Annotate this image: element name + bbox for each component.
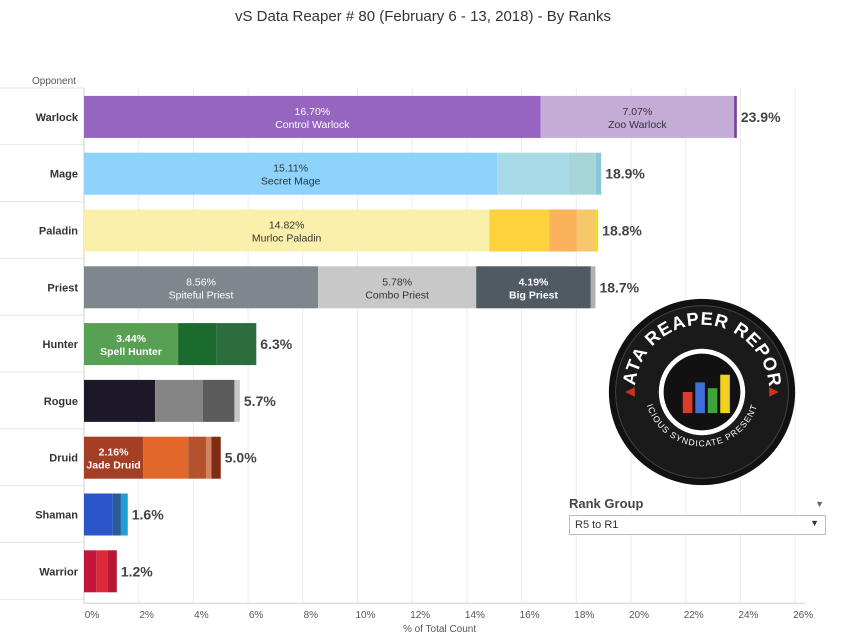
- total-label: 1.2%: [121, 563, 153, 579]
- data-label-archetype: Spell Hunter: [100, 346, 162, 358]
- data-label-percent: 2.16%: [99, 447, 129, 459]
- bar-segment: [155, 379, 203, 422]
- bar-segment: [211, 436, 221, 479]
- row-label: Hunter: [43, 339, 79, 351]
- data-label-percent: 8.56%: [186, 276, 216, 288]
- data-reaper-report-logo: DATA REAPER REPORT VICIOUS SYNDICATE PRE…: [606, 296, 796, 486]
- data-label-archetype: Secret Mage: [261, 176, 321, 188]
- bar-segment: [734, 95, 737, 138]
- bar-segment: [568, 152, 596, 195]
- bar-segment: [84, 209, 490, 252]
- x-tick-label: 4%: [194, 610, 209, 621]
- x-tick-label: 18%: [574, 610, 594, 621]
- bar-segment: [576, 209, 596, 252]
- row-labels: Opponent Warlock Mage Paladin Priest Hunter Ro…: [32, 76, 79, 578]
- x-tick-label: 20%: [629, 610, 649, 621]
- bar-segment: [84, 550, 97, 593]
- bar-segment: [540, 95, 735, 138]
- bar-segment: [120, 493, 128, 536]
- bar-segment: [84, 266, 319, 309]
- x-tick-label: 8%: [304, 610, 319, 621]
- row-label: Paladin: [39, 226, 78, 238]
- x-tick-label: 6%: [249, 610, 264, 621]
- data-label-percent: 4.19%: [519, 276, 549, 288]
- bar-segment: [112, 493, 121, 536]
- bar-segment: [84, 379, 156, 422]
- bar-segment: [96, 550, 108, 593]
- data-label-percent: 14.82%: [269, 220, 305, 232]
- total-label: 18.9%: [605, 166, 645, 182]
- total-label: 18.7%: [599, 279, 639, 295]
- row-label: Warlock: [36, 112, 79, 124]
- bar-segment: [595, 209, 599, 252]
- bar-segment: [318, 266, 477, 309]
- row-label: Druid: [49, 453, 78, 465]
- chevron-down-icon[interactable]: ▼: [810, 518, 819, 528]
- x-tick-label: 10%: [355, 610, 375, 621]
- total-label: 5.7%: [244, 393, 276, 409]
- x-tick-label: 2%: [139, 610, 154, 621]
- data-label-archetype: Combo Priest: [365, 289, 429, 301]
- bar-segment: [84, 323, 179, 366]
- rank-group-menu-icon[interactable]: ▼: [815, 499, 824, 509]
- x-tick-label: 22%: [684, 610, 704, 621]
- data-label-archetype: Jade Druid: [86, 460, 140, 472]
- x-tick-label: 14%: [465, 610, 485, 621]
- x-tick-label: 24%: [738, 610, 758, 621]
- bar-segment: [205, 436, 212, 479]
- x-tick-label: 16%: [520, 610, 540, 621]
- x-axis: 0% 2% 4% 6% 8% 10% 12% 14% 16% 18% 20% 22% 24% 26% % o…: [85, 610, 813, 635]
- data-label-percent: 3.44%: [116, 333, 146, 345]
- row-label: Rogue: [44, 396, 78, 408]
- row-label: Priest: [47, 282, 78, 294]
- bar-segment: [489, 209, 550, 252]
- bar-segment: [84, 436, 144, 479]
- bar-segment: [202, 379, 235, 422]
- bar-segment: [590, 266, 596, 309]
- data-label-percent: 5.78%: [382, 276, 412, 288]
- x-tick-label: 12%: [410, 610, 430, 621]
- total-label: 5.0%: [225, 450, 257, 466]
- data-label-archetype: Murloc Paladin: [252, 233, 322, 245]
- total-label: 23.9%: [741, 109, 781, 125]
- rank-group-filter[interactable]: Rank Group ▼ R5 to R1 ▼: [569, 496, 826, 535]
- data-label-percent: 7.07%: [623, 106, 653, 118]
- rank-group-value: R5 to R1: [575, 519, 619, 531]
- data-label-archetype: Zoo Warlock: [608, 119, 667, 131]
- bar-segment: [107, 550, 117, 593]
- bar-segment: [84, 95, 541, 138]
- bar-segment: [216, 323, 257, 366]
- row-label: Mage: [50, 169, 78, 181]
- bar-segment: [549, 209, 577, 252]
- chart-title: vS Data Reaper # 80 (February 6 - 13, 20…: [234, 8, 611, 25]
- data-label-percent: 16.70%: [295, 106, 331, 118]
- rank-group-label: Rank Group: [569, 496, 644, 511]
- data-label-archetype: Big Priest: [509, 289, 559, 301]
- bar-segment: [234, 379, 240, 422]
- bars: 16.70%Control Warlock 7.07%Zoo Warlock 23.…: [84, 95, 781, 593]
- x-axis-label: % of Total Count: [403, 624, 476, 635]
- x-tick-label: 0%: [85, 610, 100, 621]
- total-label: 6.3%: [260, 336, 292, 352]
- total-label: 1.6%: [132, 507, 164, 523]
- data-label-percent: 15.11%: [273, 163, 308, 175]
- bar-segment: [595, 152, 602, 195]
- bar-segment: [188, 436, 206, 479]
- rank-group-select[interactable]: R5 to R1 ▼: [569, 515, 826, 535]
- bar-segment: [84, 152, 498, 195]
- data-label-archetype: Spiteful Priest: [169, 289, 234, 301]
- bar-segment: [476, 266, 591, 309]
- bar-segment: [497, 152, 569, 195]
- total-label: 18.8%: [602, 223, 642, 239]
- data-label-archetype: Control Warlock: [275, 119, 350, 131]
- bar-segment: [178, 323, 217, 366]
- bar-segment: [84, 493, 113, 536]
- bar-segment: [143, 436, 189, 479]
- x-tick-label: 26%: [793, 610, 813, 621]
- row-label: Warrior: [39, 566, 78, 578]
- row-label: Shaman: [35, 510, 78, 522]
- row-header-label: Opponent: [32, 76, 76, 87]
